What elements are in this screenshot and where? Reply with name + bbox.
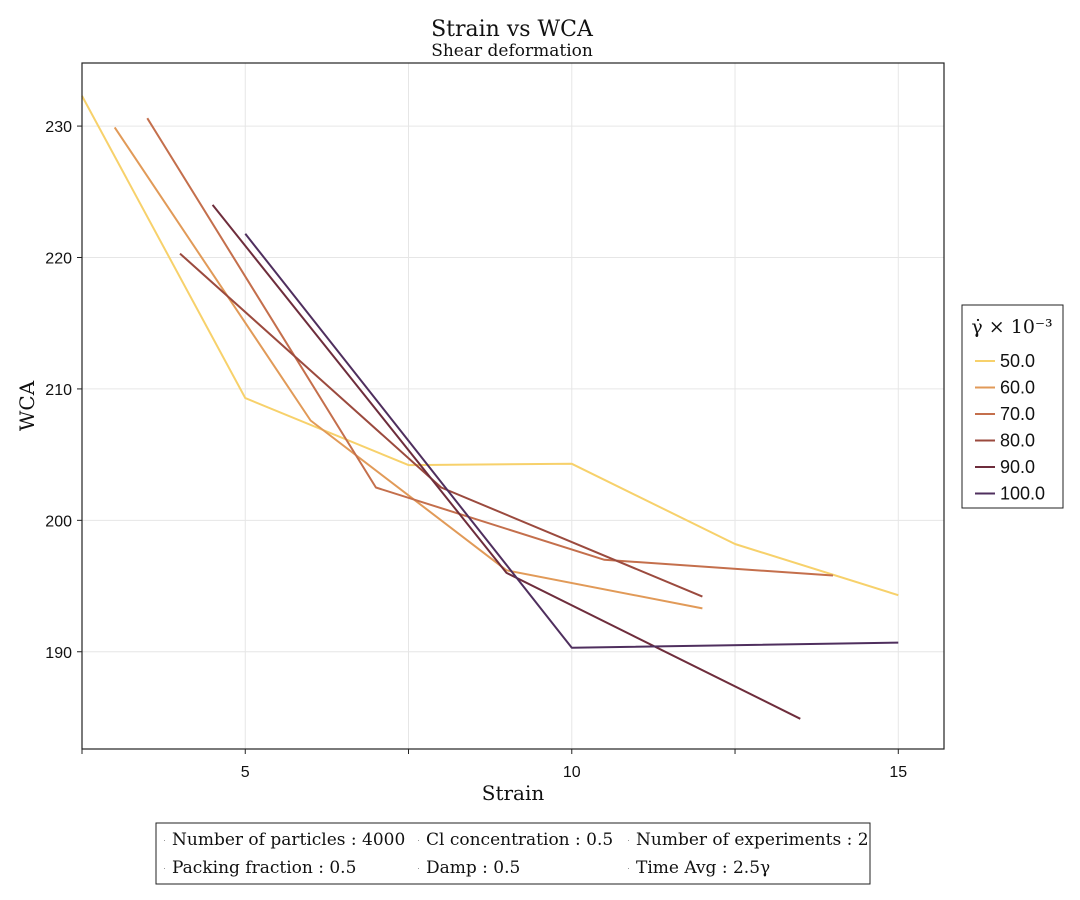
series-line-90-0 [211,204,801,720]
info-particles: Number of particles : 4000 [172,830,405,850]
x-tick-label: 15 [889,764,907,781]
x-axis-label: Strain [482,781,545,805]
legend-label: 50.0 [1000,351,1035,371]
info-marker-2: · [417,835,420,845]
series-line-70-0 [146,117,834,577]
series-line-80-0 [179,252,703,598]
info-packing-fraction: Packing fraction : 0.5 [172,858,356,878]
y-tick-label: 220 [45,250,72,267]
legend-label: 90.0 [1000,457,1035,477]
legend-label: 70.0 [1000,404,1035,424]
info-marker-5: · [417,863,420,873]
y-tick-label: 210 [45,382,72,399]
y-tick-label: 190 [45,645,72,662]
axis-ticks: 5 10 15 190 200 210 220 230 [45,119,907,781]
legend-label: 60.0 [1000,378,1035,398]
info-experiments: Number of experiments : 2 [636,830,869,850]
info-marker-1: · [163,835,166,845]
chart-title: Strain vs WCA [431,17,594,42]
info-marker-4: · [163,863,166,873]
info-box-frame [155,822,871,885]
info-time-avg: Time Avg : 2.5γ [636,858,770,878]
info-damp: Damp : 0.5 [426,858,520,878]
series-line-60-0 [113,126,703,610]
y-tick-label: 200 [45,513,72,530]
legend-box [961,304,1064,509]
series-lines [81,95,899,720]
info-cl-concentration: Cl concentration : 0.5 [426,830,613,850]
y-axis-label: WCA [15,380,39,431]
x-tick-label: 5 [241,764,250,781]
info-box: · Number of particles : 4000 · Cl concen… [155,822,871,885]
series-line-50-0 [81,95,899,597]
info-marker-3: · [627,835,630,845]
legend-items: 50.0 60.0 70.0 80.0 90.0 100.0 [975,351,1045,504]
plot-frame [81,62,945,750]
series-line-100-0 [244,233,899,649]
legend-title: γ̇ × 10⁻³ [971,316,1052,338]
legend-label: 80.0 [1000,431,1035,451]
info-marker-6: · [627,863,630,873]
chart-subtitle: Shear deformation [431,41,593,61]
y-tick-label: 230 [45,119,72,136]
x-tick-label: 10 [563,764,581,781]
grid [81,63,944,749]
legend: γ̇ × 10⁻³ 50.0 60.0 70.0 80.0 90.0 100.0 [961,304,1064,509]
legend-label: 100.0 [1000,484,1045,504]
